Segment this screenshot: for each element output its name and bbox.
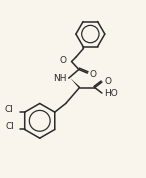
Text: O: O [104, 77, 111, 86]
Text: NH: NH [53, 74, 66, 83]
Text: O: O [90, 70, 97, 79]
Text: Cl: Cl [5, 105, 13, 114]
Text: Cl: Cl [6, 122, 15, 131]
Polygon shape [70, 78, 80, 88]
Text: HO: HO [104, 89, 118, 98]
Text: O: O [60, 56, 67, 65]
